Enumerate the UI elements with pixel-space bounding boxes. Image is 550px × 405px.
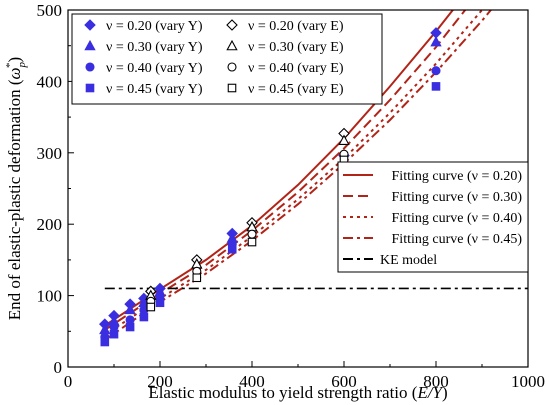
data-point-series-7	[192, 273, 202, 283]
y-tick-label: 0	[54, 358, 63, 377]
data-point-series-3	[431, 82, 441, 91]
data-point-series-3	[125, 322, 135, 332]
fitting-curve-3	[104, 10, 493, 341]
legend-curves: Fitting curve (ν = 0.20) Fitting curve (ν…	[337, 161, 529, 273]
data-point-series-3	[100, 337, 110, 347]
data-point-series-3	[227, 244, 237, 254]
fitting-curve-2	[104, 10, 484, 336]
data-point-series-7	[247, 237, 257, 247]
legend-curves-box	[337, 161, 529, 273]
x-tick-label: 200	[147, 372, 173, 391]
legend-label: ν = 0.45 (vary Y)	[106, 82, 203, 97]
data-point-series-3	[109, 329, 119, 339]
legends-layer: ν = 0.20 (vary Y) ν = 0.30 (vary Y) ν = 0.…	[71, 13, 529, 273]
y-tick-label: 100	[37, 287, 63, 306]
legend-marker-icon	[227, 83, 237, 93]
fitting-curve-0	[104, 10, 455, 327]
legend-markers-box	[71, 13, 383, 105]
y-tick-label: 500	[37, 1, 63, 20]
legend-marker-icon	[85, 83, 95, 93]
y-tick-label: 400	[37, 72, 63, 91]
x-axis-title: Elastic modulus to yield strength ratio …	[148, 383, 447, 402]
legend-label: ν = 0.20 (vary E)	[248, 19, 344, 34]
y-tick-label: 300	[37, 144, 63, 163]
data-point-series-6	[247, 229, 257, 239]
legend-label: ν = 0.20 (vary Y)	[106, 19, 203, 34]
axes-layer: 0 200 400 600 800 1000 0 100 200 300 400 500	[37, 1, 546, 391]
x-tick-label: 400	[239, 372, 265, 391]
data-point-series-2	[109, 322, 119, 332]
legend-label: Fitting curve (ν = 0.40)	[392, 211, 523, 226]
legend-marker-icon	[84, 39, 96, 51]
legend-marker-icon	[85, 62, 95, 72]
legend-label: ν = 0.45 (vary E)	[248, 82, 344, 97]
y-tick-label: 200	[37, 215, 63, 234]
legend-marker-icon	[84, 19, 96, 31]
legend-marker-icon	[226, 39, 238, 51]
data-point-series-7	[146, 302, 156, 312]
data-point-series-2	[125, 315, 135, 325]
legend-marker-icon	[226, 19, 238, 31]
data-point-series-2	[431, 66, 441, 76]
fitting-curve-1	[104, 10, 467, 331]
data-point-series-3	[155, 298, 165, 308]
x-tick-label: 1000	[511, 372, 545, 391]
legend-label: KE model	[380, 253, 437, 268]
x-tick-label: 800	[423, 372, 449, 391]
y-axis-title: End of elastic-plastic deformation (ωp*)	[4, 57, 28, 320]
data-point-series-3	[139, 312, 149, 322]
legend-markers: ν = 0.20 (vary Y) ν = 0.30 (vary Y) ν = 0.…	[71, 13, 383, 105]
legend-label: ν = 0.30 (vary Y)	[106, 40, 203, 55]
legend-label: Fitting curve (ν = 0.45)	[392, 232, 523, 247]
fitting-curves-layer	[104, 10, 528, 341]
x-tick-label: 600	[331, 372, 357, 391]
data-point-series-1	[124, 303, 136, 315]
legend-label: ν = 0.40 (vary E)	[248, 61, 344, 76]
data-point-series-5	[338, 134, 350, 145]
legend-label: ν = 0.30 (vary E)	[248, 40, 344, 55]
legend-marker-icon	[227, 62, 237, 72]
legend-label: ν = 0.40 (vary Y)	[106, 61, 203, 76]
x-tick-label: 0	[64, 372, 73, 391]
legend-label: Fitting curve (ν = 0.30)	[392, 190, 523, 205]
legend-label: Fitting curve (ν = 0.20)	[392, 169, 523, 184]
data-point-series-1	[430, 35, 442, 47]
